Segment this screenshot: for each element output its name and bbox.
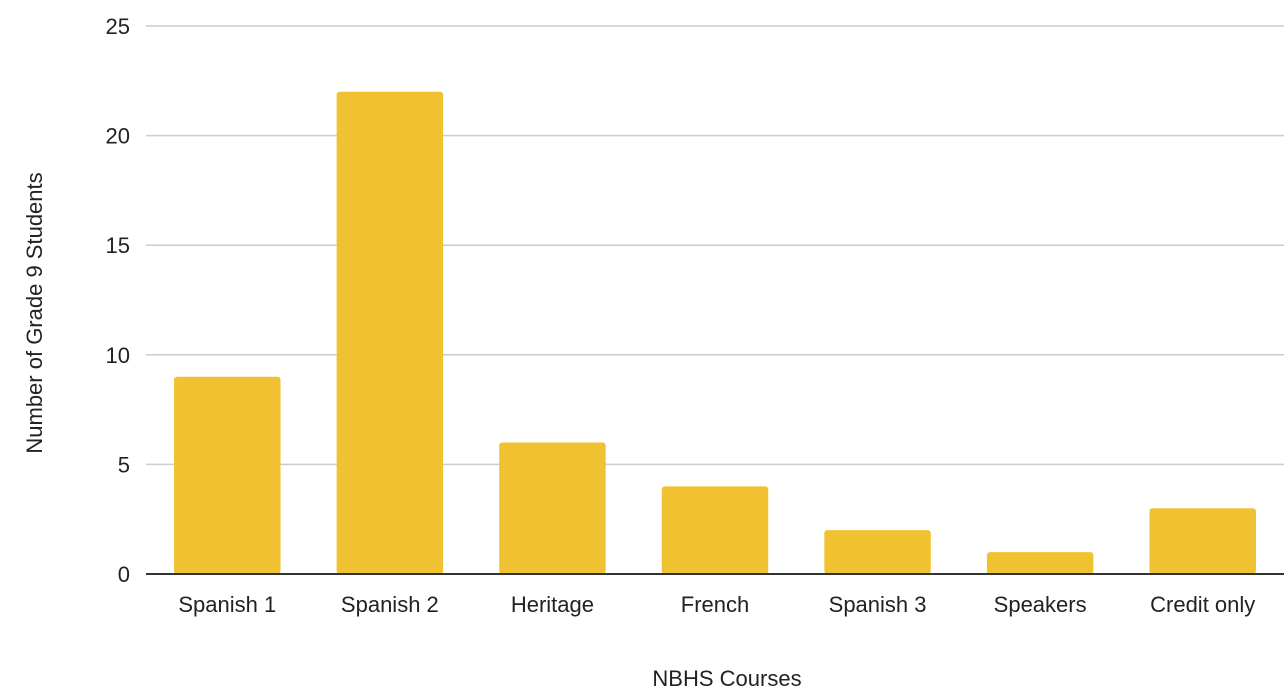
x-tick-label: Spanish 2 bbox=[341, 592, 439, 617]
bars bbox=[174, 91, 1256, 574]
bar bbox=[661, 486, 769, 574]
bar bbox=[336, 91, 444, 574]
y-axis-title: Number of Grade 9 Students bbox=[22, 172, 47, 453]
bar bbox=[824, 530, 931, 574]
y-tick-label: 0 bbox=[118, 562, 130, 587]
x-tick-label: Heritage bbox=[511, 592, 594, 617]
x-tick-label: Credit only bbox=[1150, 592, 1255, 617]
y-tick-label: 20 bbox=[106, 124, 130, 149]
bar bbox=[1149, 508, 1256, 574]
y-tick-label: 5 bbox=[118, 452, 130, 477]
x-tick-label: Spanish 3 bbox=[829, 592, 927, 617]
x-tick-label: Spanish 1 bbox=[178, 592, 276, 617]
x-axis-title: NBHS Courses bbox=[652, 666, 801, 688]
gridlines bbox=[146, 25, 1284, 466]
x-axis-ticks: Spanish 1 Spanish 2 Heritage French Spanish … bbox=[178, 592, 1255, 617]
y-axis-ticks: 0 5 10 15 20 25 bbox=[106, 14, 130, 587]
bar bbox=[986, 552, 1094, 574]
x-tick-label: French bbox=[681, 592, 749, 617]
bar bbox=[174, 376, 281, 574]
y-tick-label: 15 bbox=[106, 233, 130, 258]
bar bbox=[499, 442, 606, 574]
y-tick-label: 10 bbox=[106, 343, 130, 368]
y-tick-label: 25 bbox=[106, 14, 130, 39]
x-tick-label: Speakers bbox=[994, 592, 1087, 617]
